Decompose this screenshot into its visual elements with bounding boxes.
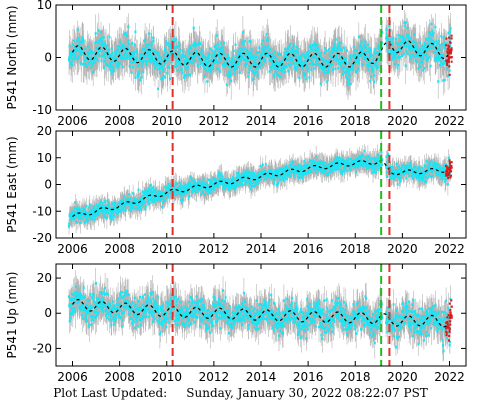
x-tick-label: 2010: [151, 242, 182, 256]
plot-updated-footer: Plot Last Updated: Sunday, January 30, 2…: [0, 386, 481, 400]
model-fit-line: [72, 159, 448, 218]
y-axis-label: P541 North (mm): [5, 5, 19, 109]
x-tick-label: 2010: [151, 114, 182, 128]
model-fit-line: [71, 40, 449, 68]
x-tick-label: 2010: [151, 370, 182, 384]
x-tick-label: 2016: [293, 370, 324, 384]
error-bars: [68, 140, 451, 235]
x-tick-label: 2018: [340, 114, 371, 128]
y-axis-label: P541 Up (mm): [5, 272, 19, 359]
x-tick-label: 2008: [104, 370, 135, 384]
x-tick-label: 2014: [246, 370, 277, 384]
y-tick-label: 10: [37, 151, 52, 165]
plot-updated-label: Plot Last Updated:: [53, 386, 168, 400]
x-tick-label: 2018: [340, 242, 371, 256]
x-tick-label: 2014: [246, 114, 277, 128]
panel-3: 2006 2008 2010 2012 2014 2016 2018 2020 2022 -20 0…: [5, 263, 467, 384]
x-tick-label: 2022: [434, 114, 465, 128]
y-tick-label: -10: [32, 204, 52, 218]
y-axis-label: P541 East (mm): [5, 136, 19, 232]
x-tick-label: 2006: [57, 114, 88, 128]
x-tick-label: 2016: [293, 242, 324, 256]
y-tick-label: 0: [44, 51, 52, 65]
x-tick-label: 2008: [104, 114, 135, 128]
observation-points: [68, 21, 452, 91]
panel-2: 2006 2008 2010 2012 2014 2016 2018 2020 2022-20-…: [5, 124, 467, 256]
model-fit-line: [72, 299, 449, 328]
x-tick-label: 2006: [57, 242, 88, 256]
y-tick-label: 20: [37, 124, 52, 138]
observations: [68, 267, 453, 362]
x-tick-label: 2020: [387, 370, 418, 384]
x-tick-label: 2016: [293, 114, 324, 128]
x-tick-label: 2022: [434, 242, 465, 256]
x-tick-label: 2006: [57, 370, 88, 384]
observations: [68, 140, 453, 235]
observations: [68, 8, 453, 100]
observation-points: [68, 282, 452, 353]
recent-observations: [445, 159, 453, 179]
y-tick-label: -20: [32, 231, 52, 245]
x-tick-label: 2012: [199, 370, 230, 384]
recent-observations: [445, 299, 453, 342]
y-tick-label: 10: [37, 0, 52, 12]
x-tick-label: 2014: [246, 242, 277, 256]
x-tick-label: 2012: [199, 242, 230, 256]
y-tick-label: 20: [37, 271, 52, 285]
recent-observations: [445, 34, 453, 76]
plot-updated-timestamp: Sunday, January 30, 2022 08:22:07 PST: [186, 386, 428, 400]
y-tick-label: -20: [32, 341, 52, 355]
x-tick-label: 2018: [340, 370, 371, 384]
y-tick-label: 0: [44, 306, 52, 320]
x-tick-label: 2020: [387, 242, 418, 256]
x-tick-label: 2020: [387, 114, 418, 128]
y-tick-label: 0: [44, 178, 52, 192]
x-tick-label: 2012: [199, 114, 230, 128]
y-tick-label: -10: [32, 103, 52, 117]
x-tick-label: 2022: [434, 370, 465, 384]
x-tick-label: 2008: [104, 242, 135, 256]
panel-1: 2006 2008 2010 2012 2014 2016 2018 2020 2022 -10 0…: [5, 0, 467, 128]
